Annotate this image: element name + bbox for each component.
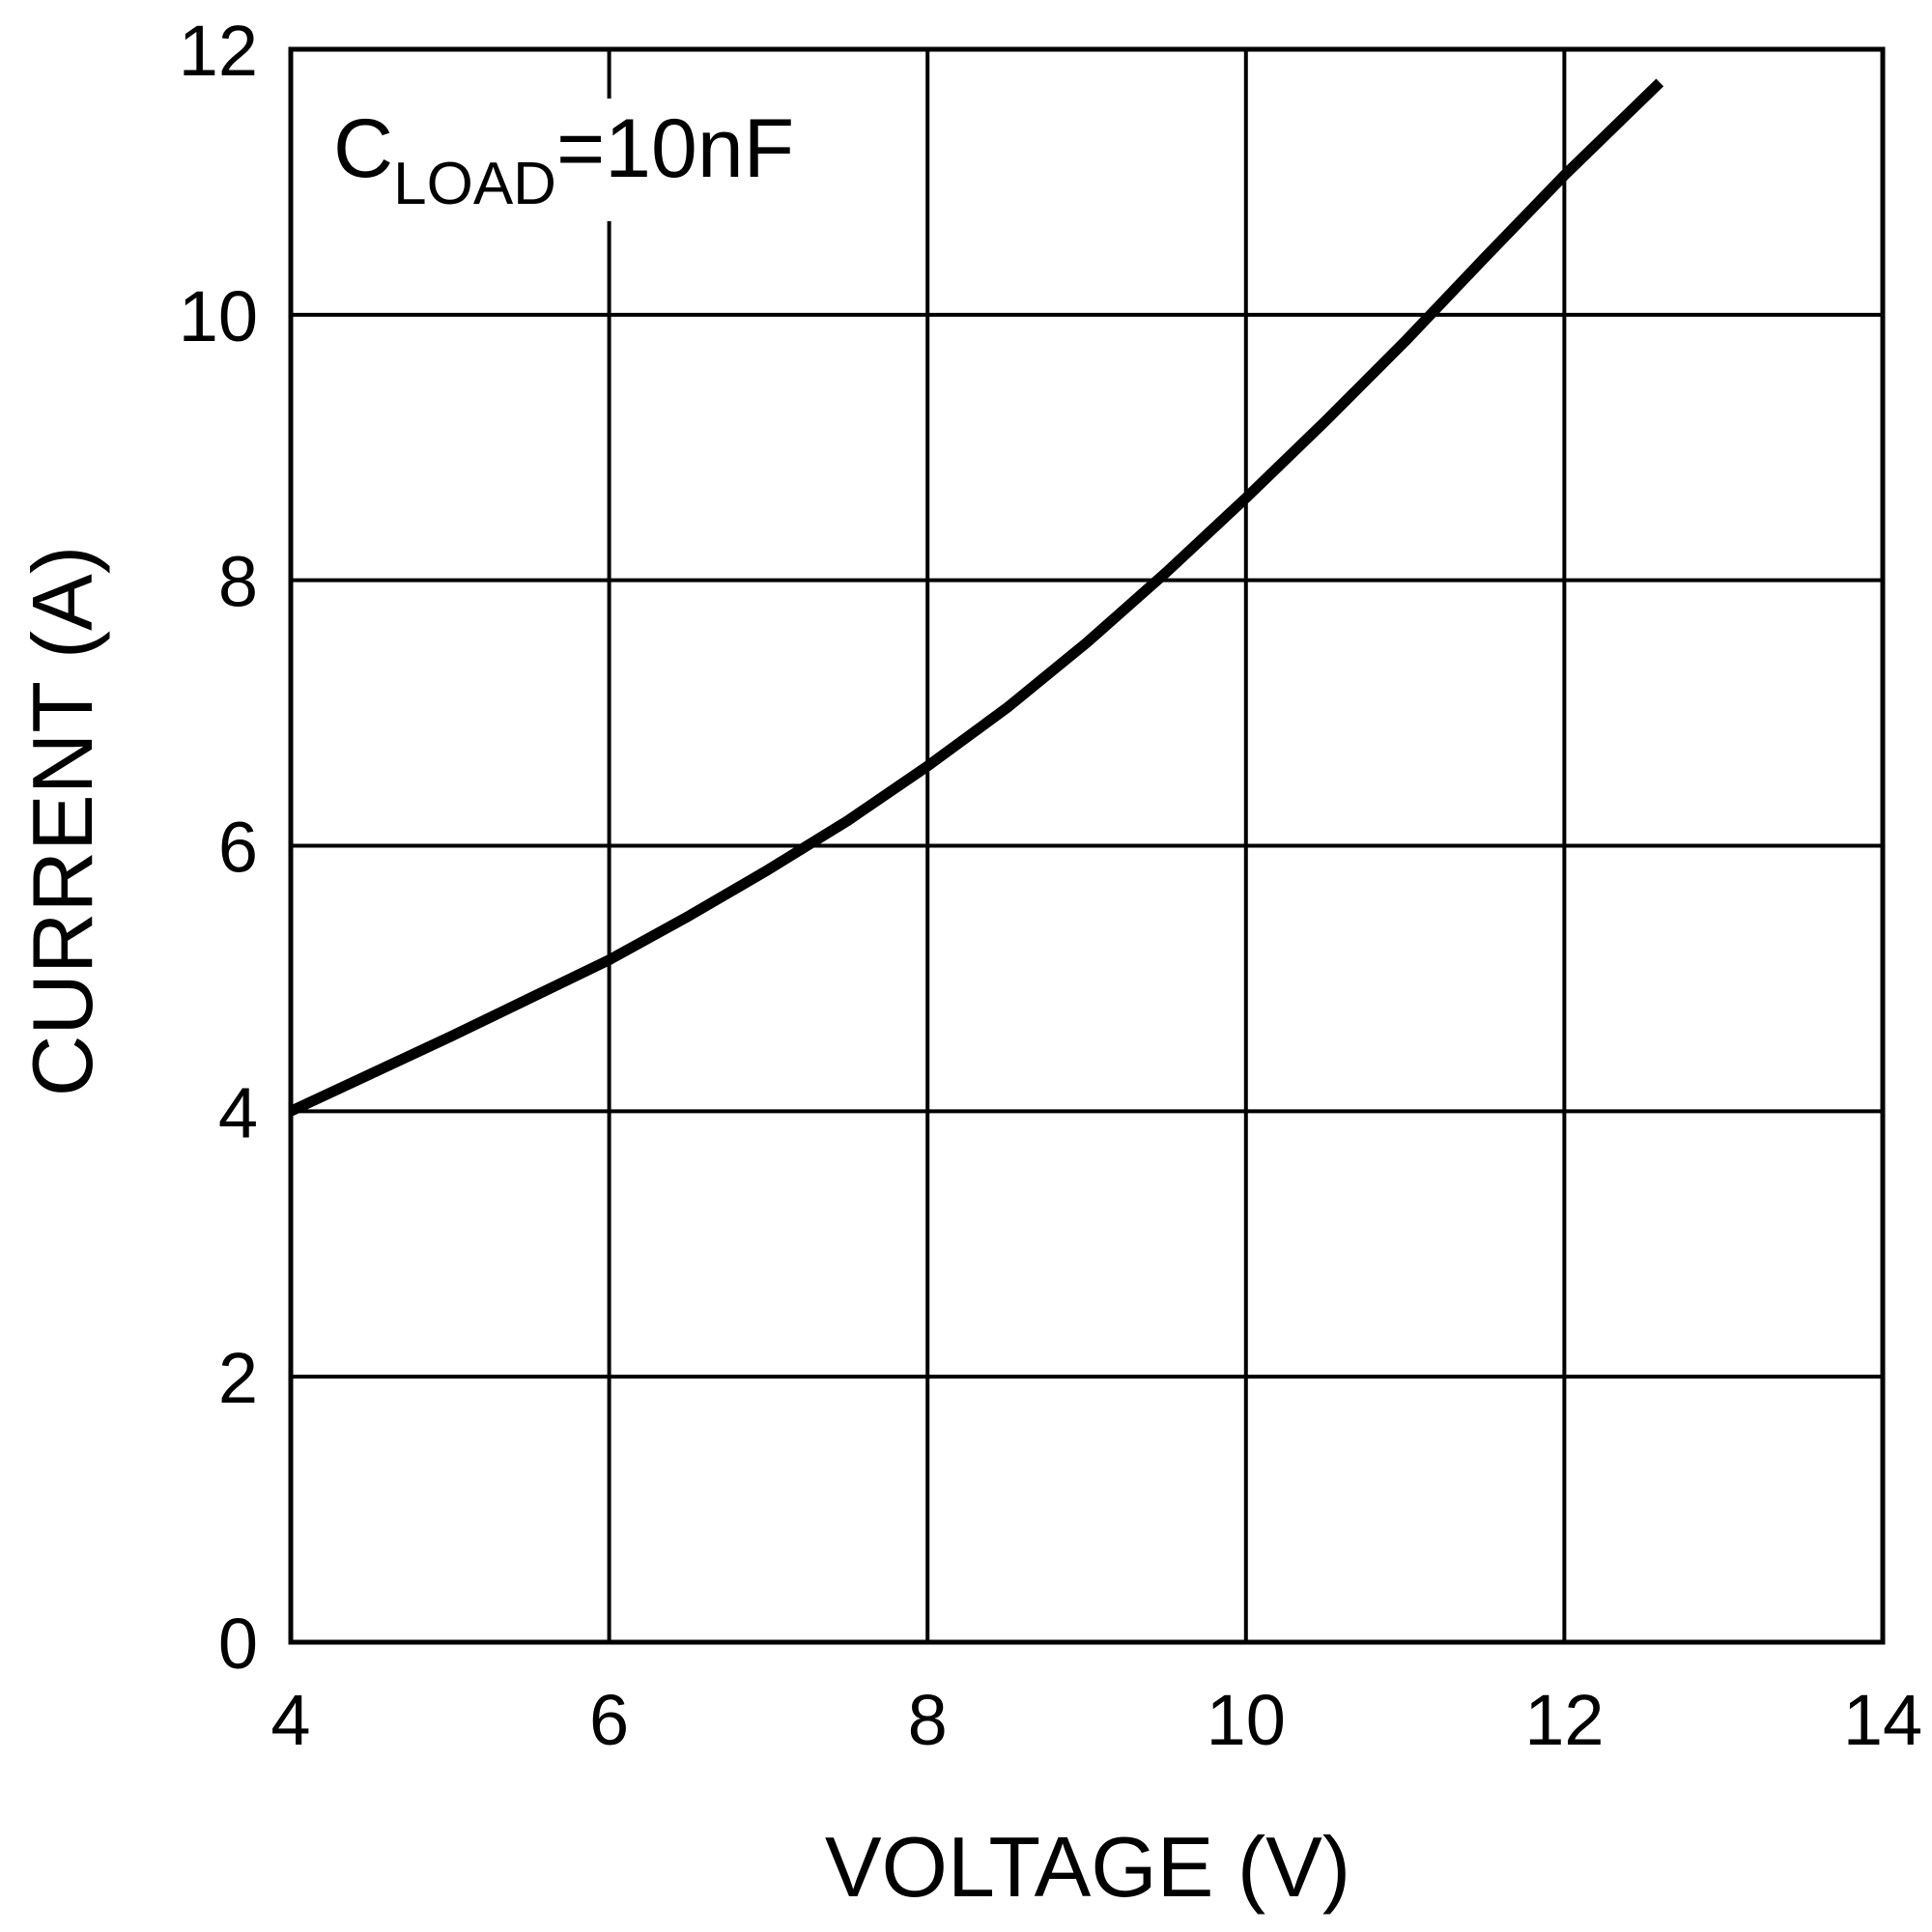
x-tick-label: 4: [270, 1680, 310, 1760]
x-tick-labels: 4 6 8 10 12 14: [270, 1680, 1922, 1760]
y-tick-label: 4: [218, 1072, 258, 1152]
load-capacitance-annotation: CLOAD=10nF: [333, 102, 794, 217]
y-tick-label: 8: [218, 542, 258, 622]
x-tick-label: 8: [908, 1680, 948, 1760]
annotation-background: [324, 99, 805, 221]
y-tick-label: 0: [218, 1604, 258, 1684]
grid: [289, 47, 1885, 1644]
plot-frame: [288, 46, 1886, 1645]
x-tick-label: 12: [1524, 1680, 1604, 1760]
y-tick-labels: 0 2 4 6 8 10 12: [179, 11, 258, 1684]
x-axis-title: VOLTAGE (V): [825, 1819, 1350, 1915]
y-tick-label: 6: [218, 808, 258, 888]
y-tick-label: 10: [179, 276, 258, 356]
y-axis-title: CURRENT (A): [14, 546, 110, 1096]
series-line: [288, 78, 1664, 1117]
y-tick-label: 12: [179, 11, 258, 91]
annotation-subscript: LOAD: [393, 151, 556, 217]
annotation-main: C: [333, 102, 393, 195]
x-tick-label: 6: [589, 1680, 629, 1760]
y-tick-label: 2: [218, 1338, 258, 1418]
annotation-suffix: =10nF: [556, 102, 794, 195]
x-tick-label: 10: [1207, 1680, 1286, 1760]
series-layer: [288, 78, 1664, 1117]
x-tick-label: 14: [1843, 1680, 1922, 1760]
